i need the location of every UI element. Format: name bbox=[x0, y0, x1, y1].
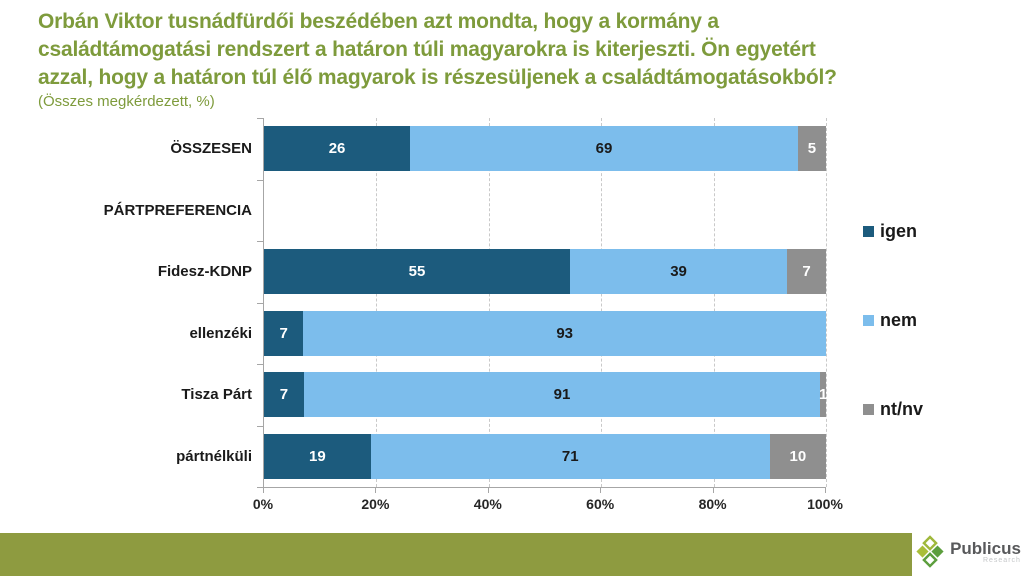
category-label: ÖSSZESEN bbox=[170, 140, 252, 157]
category-label: Fidesz-KDNP bbox=[157, 263, 252, 280]
bar-segment-nem: 91 bbox=[303, 372, 821, 417]
bar-row: 7 91 1 bbox=[264, 372, 828, 417]
gridline bbox=[601, 118, 603, 487]
publicus-logo: Publicus Research bbox=[912, 528, 1024, 576]
chart-title-line: családtámogatási rendszert a határon túl… bbox=[38, 38, 816, 61]
bar-segment-igen: 7 bbox=[264, 372, 304, 417]
legend-item: nem bbox=[863, 310, 917, 331]
x-axis-tick bbox=[487, 487, 489, 493]
x-axis-label: 100% bbox=[807, 496, 843, 512]
gridline bbox=[488, 118, 490, 487]
bar-value-label: 1 bbox=[818, 386, 828, 403]
title-block: Orbán Viktor tusnádfürdői beszédében azt… bbox=[38, 8, 998, 110]
chart-title-line: Orbán Viktor tusnádfürdői beszédében azt… bbox=[38, 10, 719, 33]
bar-segment-nt-nv: 7 bbox=[787, 249, 826, 294]
footer-bar bbox=[0, 533, 912, 576]
y-axis-tick bbox=[257, 487, 263, 488]
gridline bbox=[826, 118, 827, 487]
bar-segment-igen: 7 bbox=[264, 310, 304, 356]
logo-diamonds-icon bbox=[916, 535, 944, 568]
logo-inner: Publicus Research bbox=[915, 535, 1021, 569]
bar-row: 55 39 7 bbox=[264, 249, 826, 294]
x-axis-label: 40% bbox=[473, 496, 502, 512]
gridline bbox=[713, 118, 715, 487]
legend-swatch bbox=[863, 226, 874, 237]
x-axis-tick bbox=[825, 487, 826, 493]
legend-item: igen bbox=[863, 221, 917, 242]
legend: igen nem nt/nv bbox=[863, 118, 1013, 487]
legend-label: nem bbox=[880, 310, 918, 330]
bar-segment-nem: 39 bbox=[570, 249, 788, 294]
bar-value-label: 93 bbox=[556, 324, 573, 342]
plot-area: 26 69 5 55 39 7 7 93 7 91 1 19 71 10 bbox=[263, 118, 828, 487]
bar-value-label: 26 bbox=[328, 140, 346, 157]
x-axis-tick bbox=[375, 487, 377, 493]
x-axis-tick bbox=[263, 487, 264, 493]
category-label: pártnélküli bbox=[176, 447, 252, 465]
legend-swatch bbox=[863, 404, 874, 415]
y-axis-tick bbox=[257, 241, 263, 242]
bar-value-label: 55 bbox=[408, 263, 426, 280]
bar-value-label: 5 bbox=[807, 140, 817, 157]
category-label: PÁRTPREFERENCIA bbox=[103, 201, 252, 219]
bar-value-label: 19 bbox=[309, 447, 326, 465]
category-labels: ÖSSZESEN PÁRTPREFERENCIA Fidesz-KDNP ellenz… bbox=[0, 118, 252, 487]
logo-text: Publicus Research bbox=[950, 540, 1021, 565]
legend-swatch bbox=[863, 315, 874, 326]
y-axis-tick bbox=[257, 179, 263, 181]
category-label: ellenzéki bbox=[189, 324, 252, 342]
bar-segment-nem: 93 bbox=[303, 310, 826, 356]
gridline bbox=[376, 118, 378, 487]
bar-value-label: 91 bbox=[553, 386, 571, 403]
chart-title-line: azzal, hogy a határon túl élő magyarok i… bbox=[38, 66, 837, 89]
bar-value-label: 69 bbox=[595, 140, 613, 157]
y-axis-tick bbox=[257, 425, 263, 427]
bar-segment-nem: 71 bbox=[370, 433, 770, 479]
x-axis-line bbox=[257, 487, 826, 488]
x-axis-label: 80% bbox=[698, 496, 727, 512]
bar-segment-nt-nv: 5 bbox=[797, 126, 826, 171]
legend-item: nt/nv bbox=[863, 399, 923, 420]
x-axis-tick bbox=[600, 487, 602, 493]
x-axis-label: 20% bbox=[361, 496, 390, 512]
bar-value-label: 71 bbox=[561, 447, 579, 465]
bar-value-label: 7 bbox=[279, 386, 289, 403]
x-axis-tick bbox=[712, 487, 714, 493]
y-axis-tick bbox=[257, 302, 263, 304]
bar-segment-igen: 55 bbox=[264, 249, 571, 294]
bar-row: 7 93 bbox=[264, 310, 826, 356]
bar-row: 19 71 10 bbox=[264, 433, 826, 479]
logo-name: Publicus bbox=[950, 538, 1021, 558]
category-label: Tisza Párt bbox=[181, 386, 252, 403]
y-axis-tick bbox=[257, 364, 263, 365]
bar-value-label: 39 bbox=[670, 263, 687, 280]
y-axis-tick bbox=[257, 118, 263, 119]
bar-value-label: 10 bbox=[789, 447, 807, 465]
bar-segment-nt-nv: 10 bbox=[769, 433, 826, 479]
legend-label: nt/nv bbox=[880, 399, 923, 419]
legend-label: igen bbox=[880, 221, 918, 241]
x-axis-label: 0% bbox=[252, 496, 274, 512]
bar-segment-nt-nv: 1 bbox=[818, 372, 828, 417]
chart-subtitle: (Összes megkérdezett, %) bbox=[38, 93, 215, 110]
x-axis-label: 60% bbox=[586, 496, 615, 512]
logo-sub: Research bbox=[982, 556, 1021, 564]
bar-segment-igen: 19 bbox=[264, 433, 371, 479]
bar-segment-igen: 26 bbox=[264, 126, 411, 171]
bar-value-label: 7 bbox=[802, 263, 811, 280]
bar-row: 26 69 5 bbox=[264, 126, 826, 171]
bar-value-label: 7 bbox=[279, 324, 288, 342]
bar-segment-nem: 69 bbox=[410, 126, 798, 171]
